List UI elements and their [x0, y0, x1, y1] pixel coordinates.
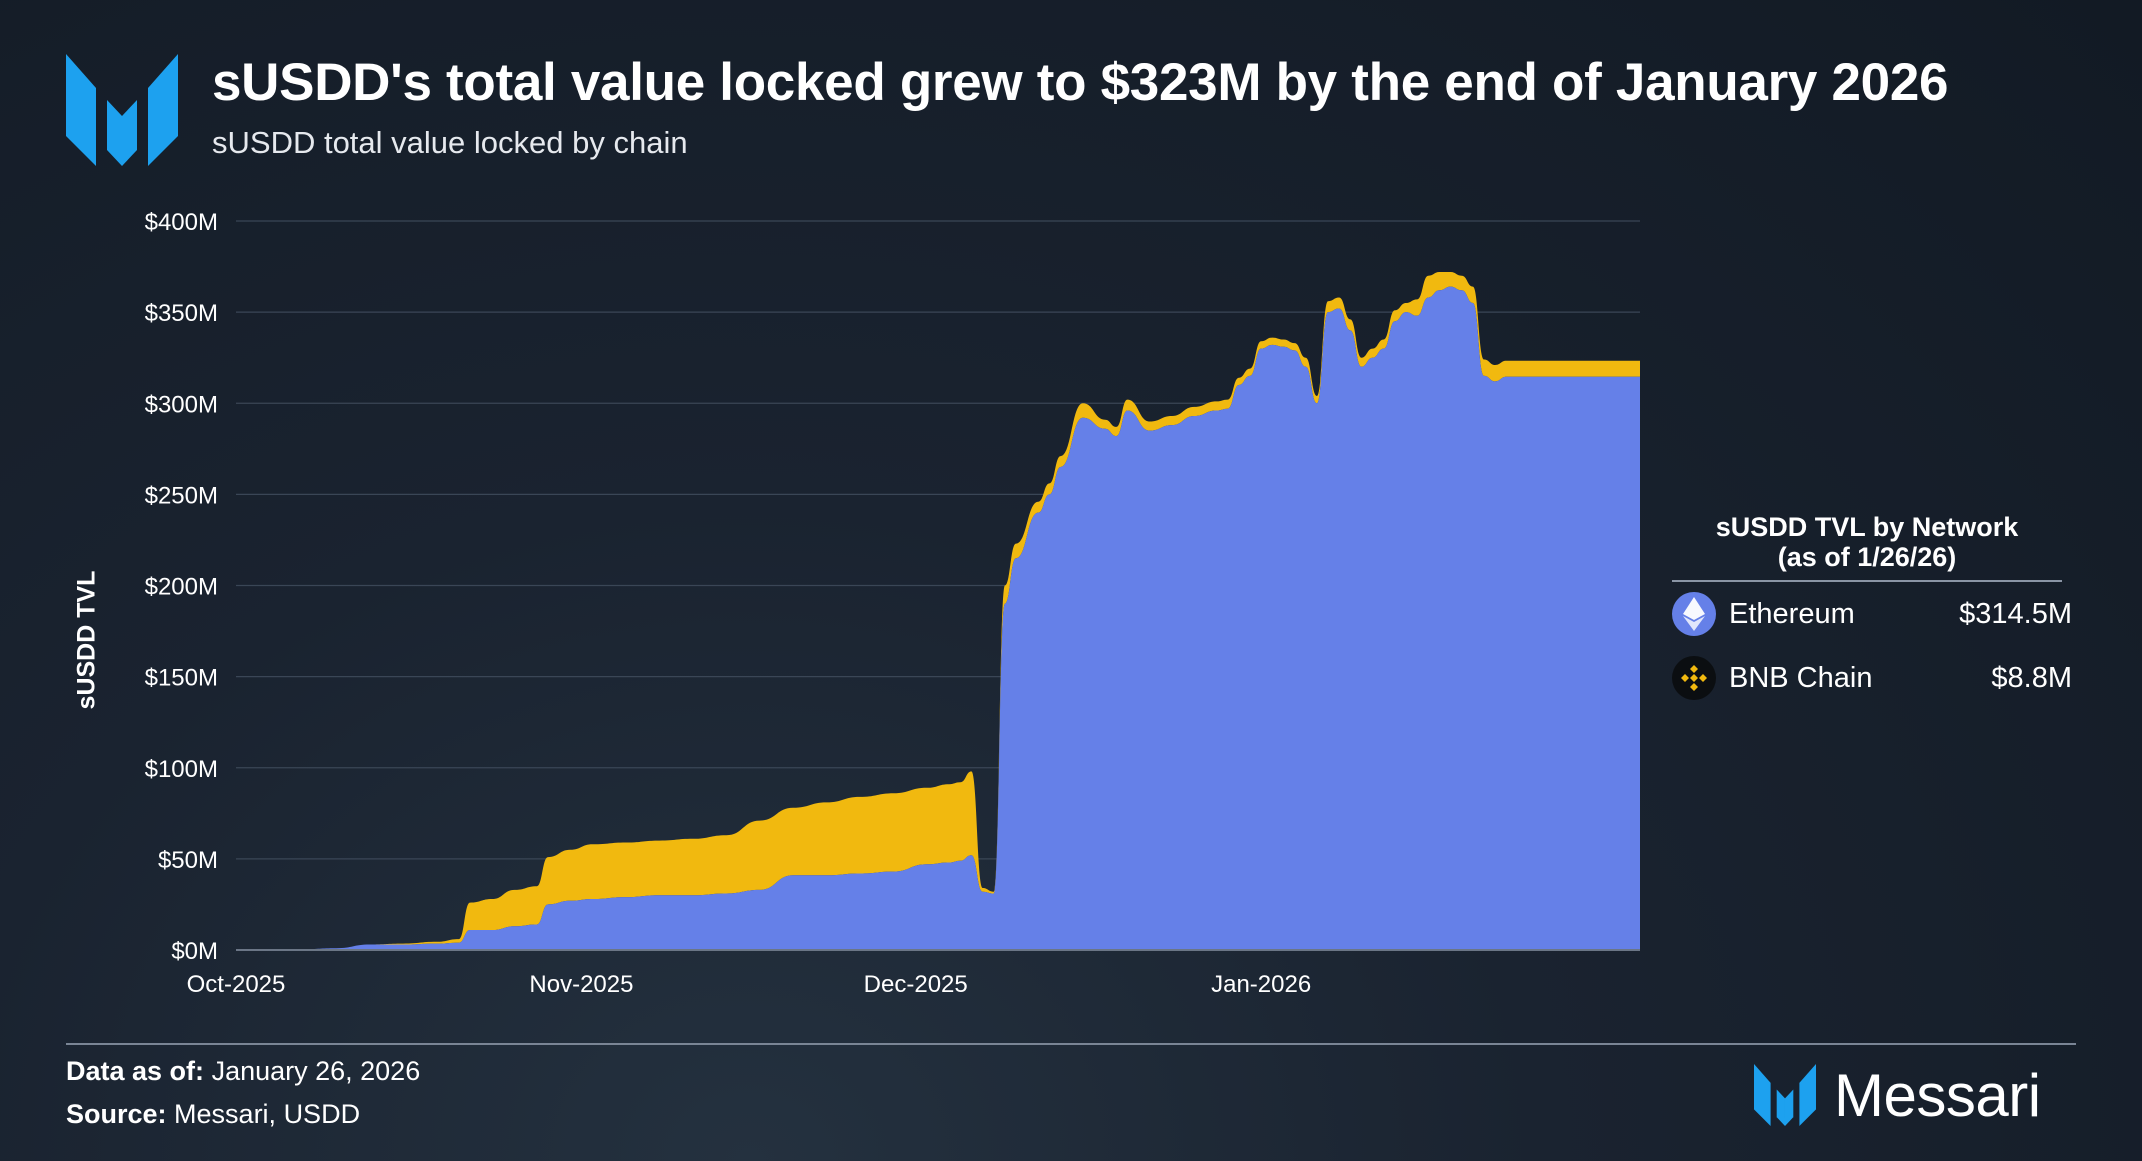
- series-area-ethereum: [236, 286, 1640, 951]
- y-tick-label: $100M: [145, 756, 218, 783]
- y-tick-label: $300M: [145, 391, 218, 418]
- footer-divider: [66, 1043, 2076, 1045]
- legend-title: sUSDD TVL by Network (as of 1/26/26): [1672, 512, 2062, 582]
- chart-title: sUSDD's total value locked grew to $323M…: [212, 53, 1949, 112]
- x-tick-label: Jan-2026: [1211, 971, 1311, 998]
- y-tick-label: $250M: [145, 482, 218, 509]
- brand: Messari: [1752, 1061, 2041, 1129]
- legend-value: $314.5M: [1959, 597, 2072, 630]
- legend-name: BNB Chain: [1729, 661, 1873, 694]
- legend-name: Ethereum: [1729, 597, 1855, 630]
- y-tick-label: $200M: [145, 574, 218, 601]
- legend-title-line1: sUSDD TVL by Network: [1715, 512, 2019, 542]
- y-tick-label: $350M: [145, 300, 218, 327]
- bnb-chain-icon: [1672, 656, 1716, 700]
- data-as-of-value: January 26, 2026: [211, 1056, 421, 1086]
- y-tick-label: $0M: [171, 938, 218, 965]
- tvl-area-chart: $0M $50M $100M $150M $200M $250M $300M $350M $40…: [145, 209, 1640, 998]
- y-tick-label: $50M: [158, 847, 218, 874]
- x-tick-label: Dec-2025: [864, 971, 968, 998]
- legend: sUSDD TVL by Network (as of 1/26/26) Eth…: [1672, 512, 2072, 710]
- data-as-of: Data as of: January 26, 2026: [66, 1056, 420, 1087]
- legend-value: $8.8M: [1991, 661, 2072, 694]
- messari-logo-icon: [66, 54, 178, 166]
- ethereum-icon: [1672, 592, 1716, 636]
- series-area-bnb-chain: [236, 272, 1640, 950]
- chart-subtitle: sUSDD total value locked by chain: [212, 125, 688, 160]
- x-tick-label: Nov-2025: [529, 971, 633, 998]
- brand-name: Messari: [1834, 1061, 2041, 1129]
- y-tick-label: $400M: [145, 209, 218, 236]
- legend-item-bnb-chain: BNB Chain $8.8M: [1672, 646, 2072, 710]
- legend-item-ethereum: Ethereum $314.5M: [1672, 582, 2072, 646]
- messari-brand-icon: [1754, 1064, 1816, 1126]
- source: Source: Messari, USDD: [66, 1099, 360, 1130]
- source-label: Source:: [66, 1099, 167, 1129]
- data-as-of-label: Data as of:: [66, 1056, 205, 1086]
- x-tick-label: Oct-2025: [187, 971, 286, 998]
- legend-title-line2: (as of 1/26/26): [1777, 542, 1957, 572]
- source-value: Messari, USDD: [174, 1099, 361, 1129]
- y-tick-label: $150M: [145, 665, 218, 692]
